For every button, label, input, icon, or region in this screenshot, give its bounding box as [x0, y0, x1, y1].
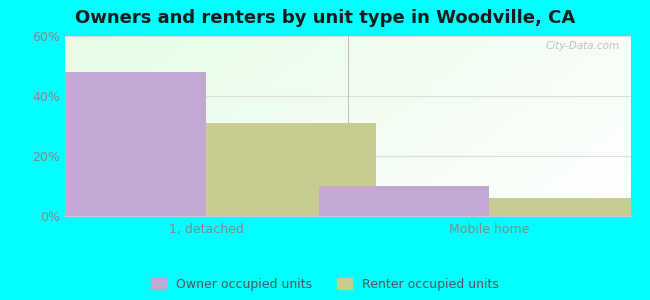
- Bar: [489, 198, 650, 216]
- Bar: [36, 72, 207, 216]
- Bar: [207, 123, 376, 216]
- Text: City-Data.com: City-Data.com: [545, 41, 619, 51]
- Legend: Owner occupied units, Renter occupied units: Owner occupied units, Renter occupied un…: [151, 278, 499, 291]
- Bar: [320, 186, 489, 216]
- Text: Owners and renters by unit type in Woodville, CA: Owners and renters by unit type in Woodv…: [75, 9, 575, 27]
